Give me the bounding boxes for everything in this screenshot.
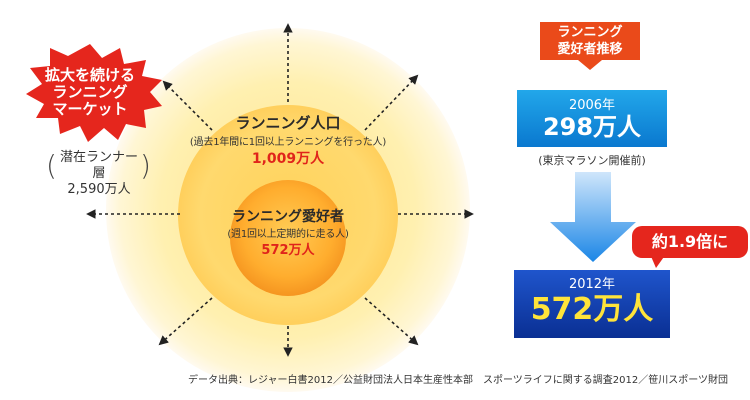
market-starburst (26, 44, 162, 142)
latent-close-paren: ) (140, 149, 151, 182)
year-2006: 2006年 (568, 98, 616, 113)
trend-tag-line1: ランニング (557, 25, 623, 40)
latent-open-paren: ( (46, 149, 57, 182)
expansion-arrows (86, 23, 474, 357)
latent-runners-label: 潜在ランナー層 (59, 150, 138, 181)
market-label-line3: マーケット (52, 100, 128, 118)
year-2012: 2012年 (568, 277, 616, 292)
growth-arrow (550, 172, 636, 262)
running-population-note: (過去1年間に1回以上ランニングを行った人) (189, 137, 387, 148)
market-label: 拡大を続ける ランニング マーケット (26, 67, 154, 118)
inner-circle (230, 180, 346, 296)
trend-tag: ランニング 愛好者推移 (540, 22, 640, 60)
value-2012: 572万人 (530, 292, 654, 327)
latent-runners-value: 2,590万人 (67, 182, 131, 197)
running-enthusiasts-title: ランニング愛好者 (232, 209, 344, 225)
running-population-value: 1,009万人 (251, 151, 325, 167)
note-2006: (東京マラソン開催前) (538, 154, 646, 167)
trend-tag-line2: 愛好者推移 (557, 42, 623, 57)
box-2006: 2006年 298万人 (517, 90, 667, 147)
market-label-line1: 拡大を続ける (44, 66, 135, 84)
value-2006: 298万人 (542, 113, 642, 141)
running-enthusiasts-value: 572万人 (261, 243, 315, 258)
market-label-line2: ランニング (52, 83, 128, 101)
running-population-title: ランニング人口 (235, 114, 341, 132)
growth-bubble: 約1.9倍に (632, 226, 748, 258)
box-2012: 2012年 572万人 (514, 270, 670, 338)
data-source: データ出典：レジャー白書2012／公益財団法人日本生産性本部 スポーツライフに関… (188, 375, 728, 386)
trend-tag-notch (578, 60, 602, 70)
running-enthusiasts-note: (週1回以上定期的に走る人) (227, 229, 349, 240)
growth-bubble-tail (650, 254, 666, 268)
